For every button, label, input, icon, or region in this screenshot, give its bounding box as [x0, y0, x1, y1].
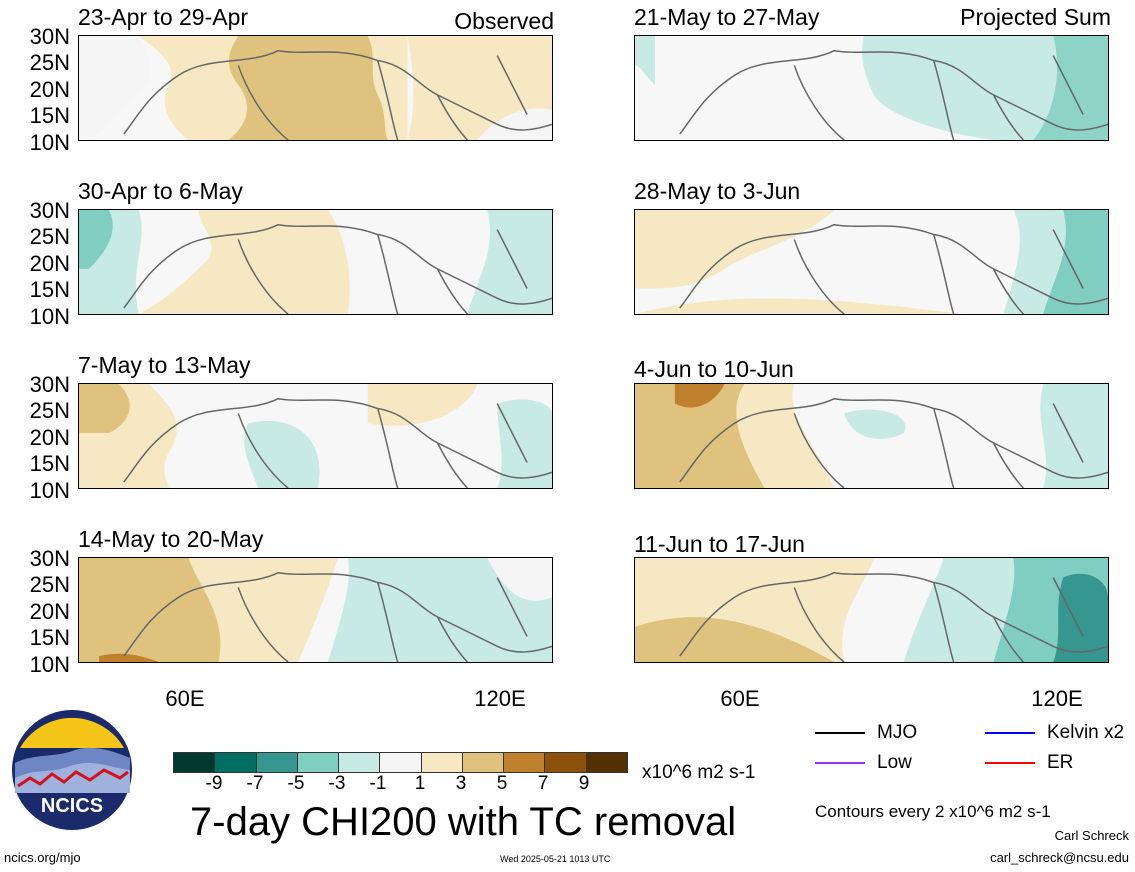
lat-label: 30N	[29, 198, 70, 223]
lat-label: 15N	[29, 451, 70, 476]
lat-label: 20N	[29, 425, 70, 450]
colorbar-swatch	[462, 753, 505, 772]
colorbar	[173, 752, 628, 773]
legend-line	[815, 732, 865, 734]
website: ncics.org/mjo	[4, 850, 81, 865]
colorbar-units: x10^6 m2 s-1	[642, 762, 756, 783]
legend-label: MJO	[877, 722, 918, 743]
panel-title: 23-Apr to 29-Apr	[78, 4, 249, 30]
ncics-logo: NCICS	[12, 710, 132, 830]
author: Carl Schreck	[1054, 828, 1129, 843]
lon-label: 120E	[1031, 686, 1083, 711]
lat-label: 15N	[29, 625, 70, 650]
colorbar-swatch	[504, 753, 546, 772]
map-panel	[78, 557, 553, 663]
lat-label: 25N	[29, 224, 70, 249]
lon-label: 120E	[474, 686, 526, 711]
colorbar-swatch	[339, 753, 381, 772]
colorbar-label: 9	[578, 773, 590, 794]
email: carl_schreck@ncsu.edu	[990, 850, 1129, 865]
lon-label: 60E	[720, 686, 760, 711]
colorbar-swatch	[421, 753, 463, 772]
panel-title: 11-Jun to 17-Jun	[634, 531, 805, 557]
colorbar-swatch	[174, 753, 216, 772]
lat-label: 15N	[29, 103, 70, 128]
lat-label: 10N	[29, 652, 70, 677]
legend-label: Kelvin x2	[1047, 722, 1125, 743]
colorbar-label: 3	[455, 773, 467, 794]
colorbar-label: 7	[537, 773, 549, 794]
legend-label: Low	[877, 752, 912, 773]
colorbar-label: -9	[205, 773, 223, 794]
legend-line	[985, 732, 1035, 734]
colorbar-swatch	[586, 753, 627, 772]
lat-label: 10N	[29, 130, 70, 155]
timestamp: Wed 2025-05-21 1013 UTC	[500, 854, 611, 864]
colorbar-label: -3	[328, 773, 346, 794]
colorbar-label: 5	[496, 773, 508, 794]
map-panel	[634, 35, 1109, 141]
panel-title: 28-May to 3-Jun	[634, 178, 801, 204]
map-panel	[78, 383, 553, 489]
panel-title: 30-Apr to 6-May	[78, 178, 243, 204]
main-title: 7-day CHI200 with TC removal	[190, 800, 737, 844]
panel-title: 14-May to 20-May	[78, 526, 264, 552]
lat-label: 25N	[29, 398, 70, 423]
colorbar-swatch	[256, 753, 298, 772]
lat-label: 15N	[29, 277, 70, 302]
lat-label: 10N	[29, 478, 70, 503]
colorbar-swatch	[545, 753, 587, 772]
lat-label: 20N	[29, 599, 70, 624]
colorbar-swatch	[215, 753, 257, 772]
colorbar-swatch	[297, 753, 340, 772]
legend-line	[815, 762, 865, 764]
lat-label: 30N	[29, 546, 70, 571]
lat-label: 25N	[29, 572, 70, 597]
panel-title: 7-May to 13-May	[78, 352, 251, 378]
map-panel	[78, 209, 553, 315]
lat-label: 30N	[29, 24, 70, 49]
lat-label: 20N	[29, 251, 70, 276]
panel-title: 4-Jun to 10-Jun	[634, 356, 794, 382]
colorbar-label: -5	[287, 773, 305, 794]
legend-item: MJO	[815, 722, 917, 744]
lon-label: 60E	[165, 686, 205, 711]
colorbar-swatch	[380, 753, 422, 772]
colorbar-label: -7	[246, 773, 264, 794]
panel-title: 21-May to 27-May	[634, 4, 820, 30]
map-panel	[634, 383, 1109, 489]
legend-line	[985, 762, 1035, 764]
lat-label: 25N	[29, 50, 70, 75]
lat-label: 30N	[29, 372, 70, 397]
contour-note: Contours every 2 x10^6 m2 s-1	[815, 802, 1051, 821]
panel-tag: Projected Sum	[960, 4, 1111, 30]
lat-label: 10N	[29, 304, 70, 329]
colorbar-label: -1	[369, 773, 387, 794]
map-panel	[78, 35, 553, 141]
legend-label: ER	[1047, 752, 1074, 773]
lat-label: 20N	[29, 77, 70, 102]
colorbar-label: 1	[414, 773, 426, 794]
legend-item: Low	[815, 752, 912, 774]
map-panel	[634, 557, 1109, 663]
legend-item: ER	[985, 752, 1073, 774]
logo-text: NCICS	[41, 795, 103, 817]
map-panel	[634, 209, 1109, 315]
legend-item: Kelvin x2	[985, 722, 1124, 744]
panel-tag: Observed	[454, 8, 554, 34]
